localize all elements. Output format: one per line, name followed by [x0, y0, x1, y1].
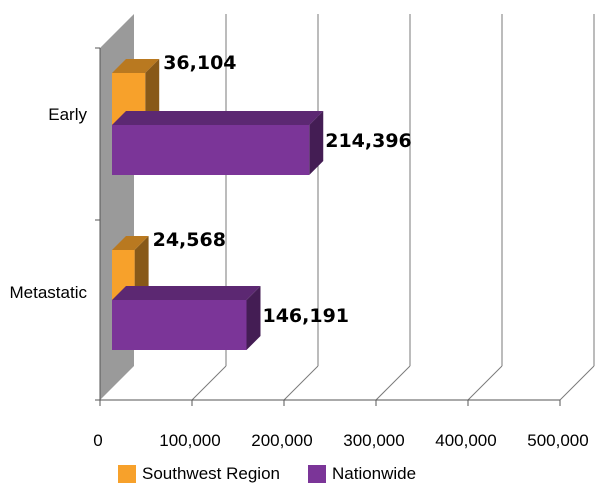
data-labels: 36,104 24,568 214,396 146,191	[153, 52, 412, 327]
data-label-0-0: 36,104	[163, 52, 236, 74]
x-tick-label-1: 100,000	[159, 431, 220, 450]
data-label-1-0: 214,396	[325, 130, 412, 152]
bar-top-0-1	[112, 236, 149, 250]
floor-gridline-3	[375, 365, 411, 401]
floor-gridline-4	[467, 365, 503, 401]
x-tick-label-5: 500,000	[527, 431, 588, 450]
bar-side-0-0	[145, 59, 160, 125]
axis-lines	[95, 47, 561, 406]
category-labels: Early Metastatic	[10, 105, 88, 302]
bar-side-0-1	[134, 236, 149, 300]
legend-label-nationwide: Nationwide	[331, 464, 417, 483]
data-label-0-1: 24,568	[153, 229, 226, 251]
bar-1-0	[112, 125, 310, 175]
x-tick-label-0: 0	[93, 431, 102, 450]
bar-top-1-1	[112, 286, 261, 300]
floor-gridline-5	[559, 365, 595, 401]
x-tick-label-3: 300,000	[343, 431, 404, 450]
x-tick-labels: 0 100,000 200,000 300,000 400,000 500,000	[93, 431, 588, 450]
category-label-1: Metastatic	[10, 283, 88, 302]
bar-top-0-0	[112, 59, 160, 73]
gridlines	[191, 14, 595, 401]
bar-chart: 36,104 24,568 214,396 146,191 0 100,000 200,0…	[10, 14, 595, 450]
data-label-1-1: 146,191	[262, 305, 349, 327]
legend-swatch-nationwide	[307, 465, 326, 483]
bars	[112, 59, 324, 350]
category-label-0: Early	[48, 105, 87, 124]
legend-item-southwest: Southwest Region	[118, 464, 280, 484]
bar-1-1	[112, 300, 247, 350]
legend-swatch-southwest	[118, 465, 136, 483]
legend-label-southwest: Southwest Region	[142, 464, 280, 483]
floor-gridline-2	[283, 365, 319, 401]
bar-top-1-0	[112, 111, 324, 125]
floor-gridline-1	[191, 365, 227, 401]
x-tick-label-4: 400,000	[435, 431, 496, 450]
legend: Southwest Region Nationwide	[118, 462, 416, 486]
legend-item-nationwide: Nationwide	[307, 464, 417, 484]
bar-side-1-1	[246, 286, 261, 350]
x-tick-label-2: 200,000	[251, 431, 312, 450]
bar-side-1-0	[309, 111, 324, 175]
